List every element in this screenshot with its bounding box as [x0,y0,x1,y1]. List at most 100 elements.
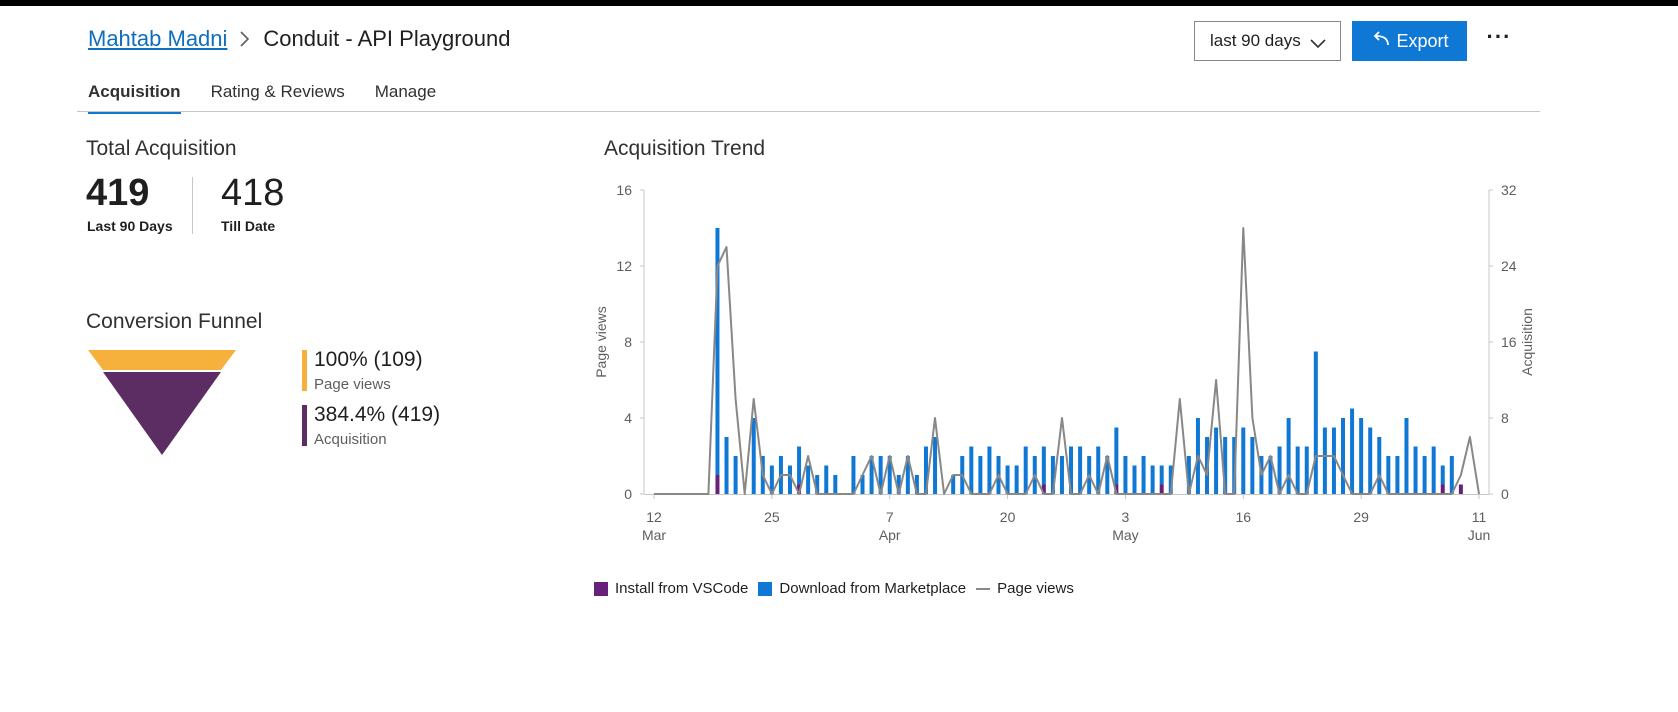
y-tick-label: 4 [624,410,632,426]
download-bar [1059,456,1064,494]
install-bar [1440,484,1445,494]
pageviews-line [654,227,1480,495]
install-bar [1159,484,1164,494]
download-bar [1132,465,1137,494]
y2-tick-label: 8 [1501,410,1509,426]
legend-page-views[interactable]: Page views [976,580,1074,597]
download-bar [1350,408,1355,494]
legend-download-label: Download from Marketplace [779,580,967,597]
install-bar [797,484,802,494]
pageviews-line-icon [976,587,991,590]
y-tick-label: 8 [624,334,632,350]
x-tick-label: 11 [1472,509,1487,525]
download-bar [860,475,865,494]
download-bar [787,465,792,494]
x-tick-label: 29 [1353,509,1369,525]
download-bar [1096,446,1101,494]
download-bar [806,465,811,494]
download-bar [923,446,928,494]
download-bar [905,456,910,494]
funnel-acquisition-marker [302,405,307,446]
download-bar [1268,456,1273,494]
download-bar [914,475,919,494]
download-bar [1413,446,1418,494]
install-swatch-icon [594,581,608,596]
download-bar [1359,418,1364,494]
download-bar [751,418,756,494]
breadcrumb-parent-link[interactable]: Mahtab Madni [88,26,228,51]
x-tick-label: 20 [1000,509,1016,525]
download-bar [1069,446,1074,494]
download-bar [933,437,938,494]
more-options-icon[interactable]: ··· [1486,24,1512,49]
y2-tick-label: 0 [1501,486,1509,502]
conversion-funnel-title: Conversion Funnel [86,310,263,333]
stat-divider [192,177,193,234]
download-bar [724,437,729,494]
x-tick-label: 7 [886,509,894,525]
download-bar [1150,465,1155,494]
install-bar [1041,484,1046,494]
y-axis-label: Page views [593,306,609,378]
download-bar [1277,446,1282,494]
download-bar [1395,456,1400,494]
download-bar [896,475,901,494]
legend-install-label: Install from VSCode [615,580,749,597]
y-tick-label: 0 [624,486,632,502]
legend-download-marketplace[interactable]: Download from Marketplace [758,580,966,597]
tab-acquisition[interactable]: Acquisition [88,82,181,114]
download-bar [769,465,774,494]
x-tick-label: 12 [646,509,662,525]
install-bar [715,475,720,494]
install-bar [1458,484,1463,494]
last-90-days-value: 419 [86,172,150,214]
download-bar [1304,446,1309,494]
top-black-bar [0,0,1678,6]
funnel-pageviews-marker [302,350,307,391]
download-bar [887,456,892,494]
download-bar [1368,427,1373,494]
y-tick-label: 12 [616,258,632,274]
tab-manage[interactable]: Manage [374,82,437,101]
download-bar [1341,418,1346,494]
download-bar [824,465,829,494]
x-tick-label: 3 [1122,509,1130,525]
download-bar [1214,427,1219,494]
acquisition-trend-chart: 0 4 8 12 16 0 8 16 24 32 Page views Acquisition 12 Ma… [593,182,1535,543]
chevron-down-icon [1310,34,1326,54]
download-bar [1023,446,1028,494]
download-bar [815,475,820,494]
x-tick-label: 25 [764,509,780,525]
export-icon [1370,30,1390,53]
download-bar [869,456,874,494]
funnel-stage-acquisition [103,372,221,455]
download-bar [1186,456,1191,494]
download-bar [851,456,856,494]
download-bar [1431,446,1436,494]
chart-legend: Install from VSCode Download from Market… [594,580,1084,597]
download-bar [1123,456,1128,494]
tab-rating-reviews[interactable]: Rating & Reviews [210,82,345,101]
download-bar [1386,456,1391,494]
download-bar [878,456,883,494]
download-bar [1449,456,1454,494]
download-bar [1223,437,1228,494]
acquisition-trend-title: Acquisition Trend [604,137,766,160]
x-tick-month-label: Mar [642,527,666,543]
till-date-value: 418 [221,172,285,214]
download-bar [1114,427,1119,485]
tabs-divider [77,111,1540,112]
export-button[interactable]: Export [1352,21,1467,61]
legend-pageviews-label: Page views [997,580,1074,597]
legend-install-vscode[interactable]: Install from VSCode [594,580,748,597]
download-bar [1322,427,1327,494]
download-bar [1105,456,1110,494]
download-bar [1241,427,1246,494]
funnel-stage-pageviews [88,350,236,370]
download-bar [1440,465,1445,485]
y2-tick-label: 16 [1501,334,1517,350]
page-title: Conduit - API Playground [263,26,511,51]
download-bar [1168,465,1173,494]
download-bar [1377,437,1382,494]
date-range-dropdown[interactable]: last 90 days [1194,21,1341,61]
